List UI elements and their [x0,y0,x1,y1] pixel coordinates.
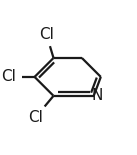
Text: Cl: Cl [28,110,43,125]
Text: N: N [92,88,103,103]
Text: Cl: Cl [39,27,54,42]
Text: Cl: Cl [1,69,16,84]
